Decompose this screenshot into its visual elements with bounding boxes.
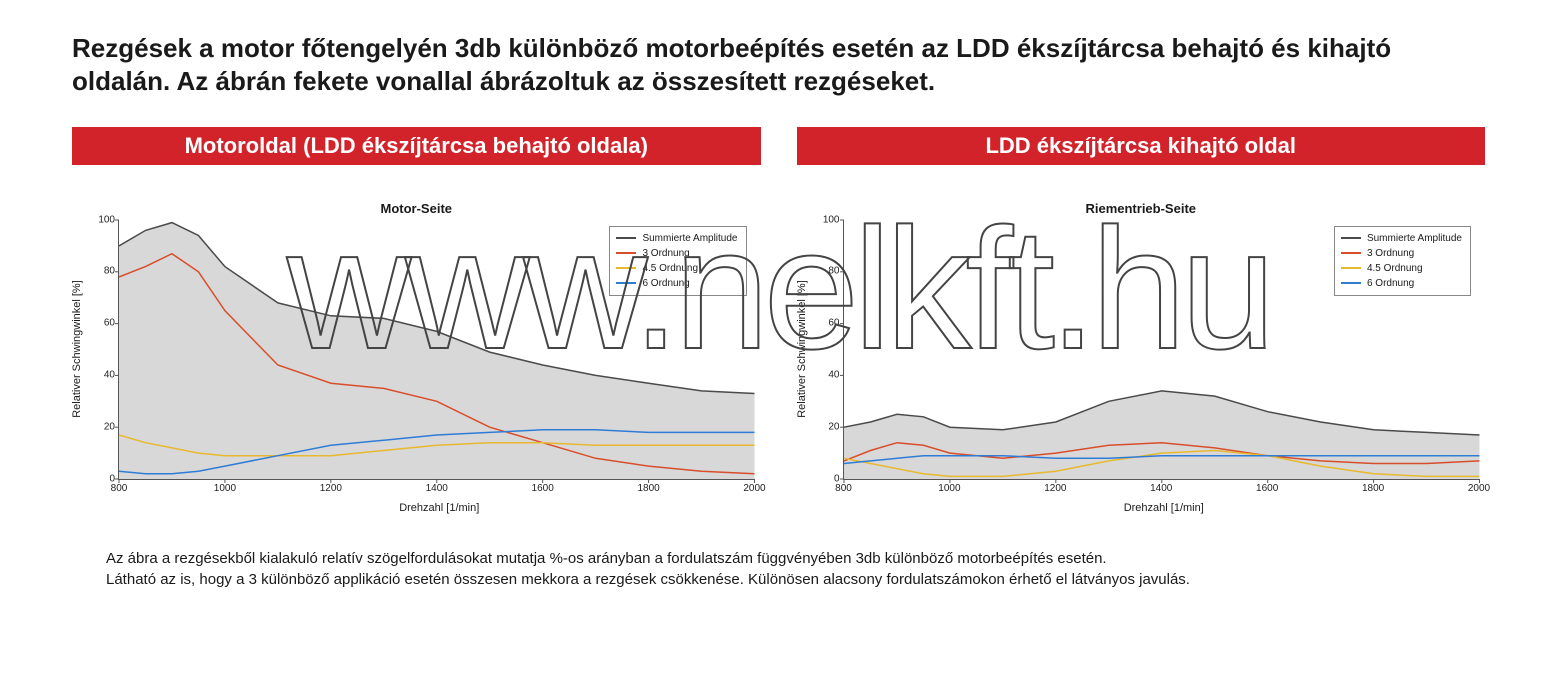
legend-label: 4.5 Ordnung: [642, 261, 698, 276]
x-tick: 1800: [1362, 483, 1384, 494]
legend-swatch: [616, 282, 636, 284]
x-tick: 1600: [532, 483, 554, 494]
legend-item: Summierte Amplitude: [616, 231, 737, 246]
legend-label: Summierte Amplitude: [1367, 231, 1462, 246]
x-tick: 1200: [1044, 483, 1066, 494]
y-tick: 20: [810, 421, 840, 432]
footer-line1: Az ábra a rezgésekből kialakuló relatív …: [106, 548, 1485, 570]
chart-left-plot: Relativer Schwingwinkel [%] 020406080100…: [118, 220, 755, 480]
y-tick: 80: [85, 266, 115, 277]
legend-label: 6 Ordnung: [1367, 276, 1414, 291]
legend-swatch: [1341, 267, 1361, 269]
banners-row: Motoroldal (LDD ékszíjtárcsa behajtó old…: [72, 127, 1485, 165]
chart-right: Riementrieb-Seite Relativer Schwingwinke…: [797, 201, 1486, 514]
legend-item: 6 Ordnung: [1341, 276, 1462, 291]
chart-left-title: Motor-Seite: [72, 201, 761, 216]
y-tick: 100: [810, 214, 840, 225]
legend-label: 6 Ordnung: [642, 276, 689, 291]
legend-swatch: [1341, 252, 1361, 254]
legend-item: Summierte Amplitude: [1341, 231, 1462, 246]
y-tick: 40: [85, 369, 115, 380]
footer-text: Az ábra a rezgésekből kialakuló relatív …: [72, 548, 1485, 592]
x-tick: 1600: [1256, 483, 1278, 494]
y-tick: 80: [810, 266, 840, 277]
legend-swatch: [616, 237, 636, 239]
chart-left-xlabel: Drehzahl [1/min]: [118, 502, 761, 514]
legend-swatch: [1341, 237, 1361, 239]
x-tick: 1400: [426, 483, 448, 494]
legend-label: 3 Ordnung: [642, 246, 689, 261]
x-tick: 1000: [938, 483, 960, 494]
chart-right-xlabel: Drehzahl [1/min]: [843, 502, 1486, 514]
chart-left-legend: Summierte Amplitude3 Ordnung4.5 Ordnung6…: [609, 226, 746, 296]
x-tick: 1000: [214, 483, 236, 494]
chart-left-yticks: 020406080100: [85, 220, 115, 479]
y-tick: 40: [810, 369, 840, 380]
x-tick: 2000: [743, 483, 765, 494]
y-tick: 100: [85, 214, 115, 225]
chart-right-legend: Summierte Amplitude3 Ordnung4.5 Ordnung6…: [1334, 226, 1471, 296]
chart-right-title: Riementrieb-Seite: [797, 201, 1486, 216]
legend-swatch: [1341, 282, 1361, 284]
x-tick: 1800: [637, 483, 659, 494]
chart-right-xticks: 800100012001400160018002000: [844, 483, 1480, 497]
x-tick: 2000: [1468, 483, 1490, 494]
footer-line2: Látható az is, hogy a 3 különböző applik…: [106, 569, 1485, 591]
x-tick: 1400: [1150, 483, 1172, 494]
legend-item: 3 Ordnung: [616, 246, 737, 261]
chart-right-yticks: 020406080100: [810, 220, 840, 479]
y-tick: 20: [85, 421, 115, 432]
legend-label: 4.5 Ordnung: [1367, 261, 1423, 276]
x-tick: 800: [835, 483, 852, 494]
page-title: Rezgések a motor főtengelyén 3db különbö…: [72, 32, 1485, 99]
x-tick: 1200: [320, 483, 342, 494]
chart-right-ylabel: Relativer Schwingwinkel [%]: [796, 280, 808, 418]
banner-left: Motoroldal (LDD ékszíjtárcsa behajtó old…: [72, 127, 761, 165]
legend-item: 4.5 Ordnung: [616, 261, 737, 276]
charts-row: Motor-Seite Relativer Schwingwinkel [%] …: [72, 201, 1485, 514]
legend-item: 3 Ordnung: [1341, 246, 1462, 261]
y-tick: 60: [810, 318, 840, 329]
y-tick: 60: [85, 318, 115, 329]
chart-left-xticks: 800100012001400160018002000: [119, 483, 755, 497]
legend-swatch: [616, 267, 636, 269]
banner-right: LDD ékszíjtárcsa kihajtó oldal: [797, 127, 1486, 165]
chart-left: Motor-Seite Relativer Schwingwinkel [%] …: [72, 201, 761, 514]
legend-swatch: [616, 252, 636, 254]
chart-right-plot: Relativer Schwingwinkel [%] 020406080100…: [843, 220, 1480, 480]
legend-item: 6 Ordnung: [616, 276, 737, 291]
legend-label: Summierte Amplitude: [642, 231, 737, 246]
x-tick: 800: [111, 483, 128, 494]
legend-item: 4.5 Ordnung: [1341, 261, 1462, 276]
legend-label: 3 Ordnung: [1367, 246, 1414, 261]
chart-left-ylabel: Relativer Schwingwinkel [%]: [71, 280, 83, 418]
